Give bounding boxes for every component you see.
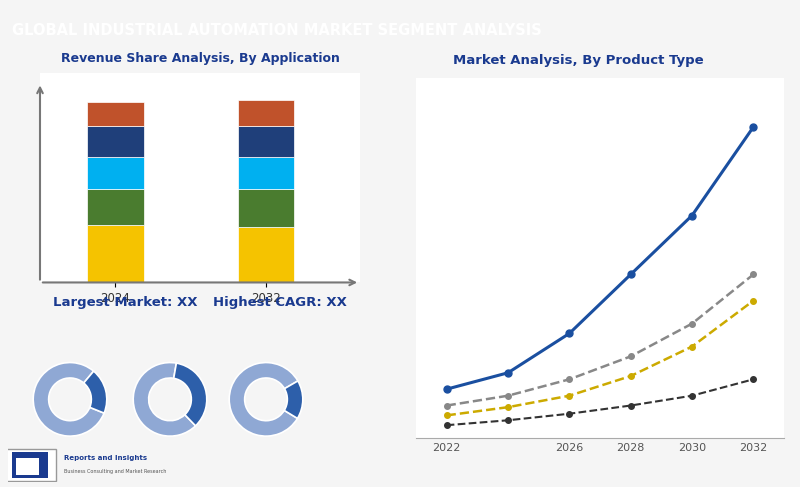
- Wedge shape: [284, 381, 303, 418]
- FancyBboxPatch shape: [16, 458, 39, 475]
- Bar: [238, 189, 294, 227]
- Wedge shape: [34, 362, 104, 436]
- Wedge shape: [230, 362, 298, 436]
- Bar: [238, 227, 294, 282]
- Bar: [87, 102, 143, 126]
- Bar: [238, 100, 294, 126]
- Bar: [87, 157, 143, 189]
- Text: Largest Market: XX: Largest Market: XX: [53, 296, 198, 309]
- FancyBboxPatch shape: [6, 450, 56, 481]
- Text: Highest CAGR: XX: Highest CAGR: XX: [213, 296, 346, 309]
- Text: Reports and Insights: Reports and Insights: [64, 454, 147, 461]
- Text: Market Analysis, By Product Type: Market Analysis, By Product Type: [453, 54, 703, 67]
- Bar: [238, 157, 294, 189]
- Wedge shape: [174, 363, 206, 426]
- Bar: [238, 126, 294, 157]
- Text: Business Consulting and Market Research: Business Consulting and Market Research: [64, 468, 166, 474]
- Bar: [87, 189, 143, 225]
- FancyBboxPatch shape: [12, 452, 47, 478]
- Bar: [87, 225, 143, 282]
- Wedge shape: [134, 362, 195, 436]
- Title: Revenue Share Analysis, By Application: Revenue Share Analysis, By Application: [61, 52, 339, 65]
- Text: GLOBAL INDUSTRIAL AUTOMATION MARKET SEGMENT ANALYSIS: GLOBAL INDUSTRIAL AUTOMATION MARKET SEGM…: [12, 23, 542, 38]
- Wedge shape: [84, 371, 106, 413]
- Bar: [87, 126, 143, 157]
